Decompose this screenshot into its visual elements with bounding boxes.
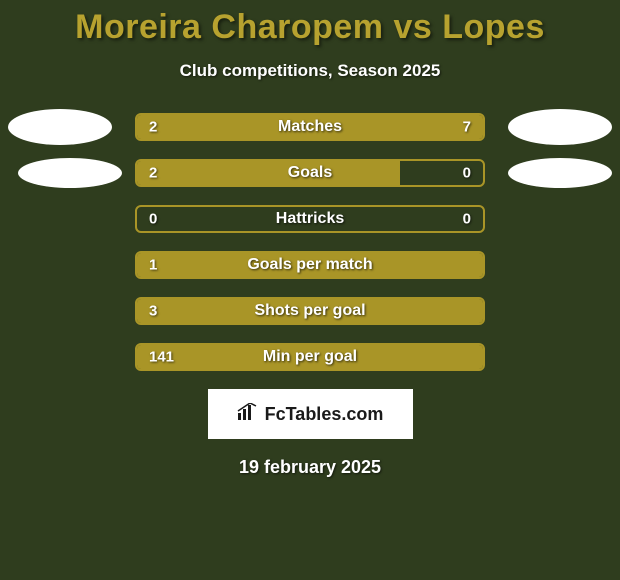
date-label: 19 february 2025 [0, 457, 620, 478]
bar-value-right: 7 [463, 119, 471, 136]
bar-row: 2 7 Matches [0, 113, 620, 141]
bar-value-left: 0 [149, 211, 157, 228]
bar-fill-right [213, 115, 483, 139]
brand-text: FcTables.com [265, 404, 384, 425]
bar-label: Hattricks [276, 210, 344, 228]
bar-track: 2 7 Matches [135, 113, 485, 141]
page-title: Moreira Charopem vs Lopes [0, 0, 620, 47]
bar-row: 1 Goals per match [0, 251, 620, 279]
page-subtitle: Club competitions, Season 2025 [0, 61, 620, 81]
bar-label: Matches [278, 118, 342, 136]
bar-label: Min per goal [263, 348, 357, 366]
player-right-avatar [508, 109, 612, 145]
bar-row: 2 0 Goals [0, 159, 620, 187]
bar-value-left: 141 [149, 349, 174, 366]
bar-value-left: 2 [149, 119, 157, 136]
bar-track: 0 0 Hattricks [135, 205, 485, 233]
chart-icon [237, 403, 259, 426]
bar-value-left: 1 [149, 257, 157, 274]
bar-fill-left [137, 161, 400, 185]
bar-row: 0 0 Hattricks [0, 205, 620, 233]
bar-track: 141 Min per goal [135, 343, 485, 371]
bar-value-left: 2 [149, 165, 157, 182]
player-right-avatar [508, 158, 612, 188]
bar-row: 141 Min per goal [0, 343, 620, 371]
player-left-avatar [8, 109, 112, 145]
bar-row: 3 Shots per goal [0, 297, 620, 325]
brand-badge: FcTables.com [208, 389, 413, 439]
bar-track: 2 0 Goals [135, 159, 485, 187]
comparison-bars: 2 7 Matches 2 0 Goals 0 0 Hattricks 1 Goals per ma… [0, 113, 620, 371]
bar-value-right: 0 [463, 211, 471, 228]
bar-label: Goals [288, 164, 332, 182]
bar-track: 1 Goals per match [135, 251, 485, 279]
player-left-avatar [18, 158, 122, 188]
bar-track: 3 Shots per goal [135, 297, 485, 325]
bar-value-left: 3 [149, 303, 157, 320]
bar-label: Shots per goal [254, 302, 365, 320]
bar-label: Goals per match [247, 256, 372, 274]
bar-value-right: 0 [463, 165, 471, 182]
